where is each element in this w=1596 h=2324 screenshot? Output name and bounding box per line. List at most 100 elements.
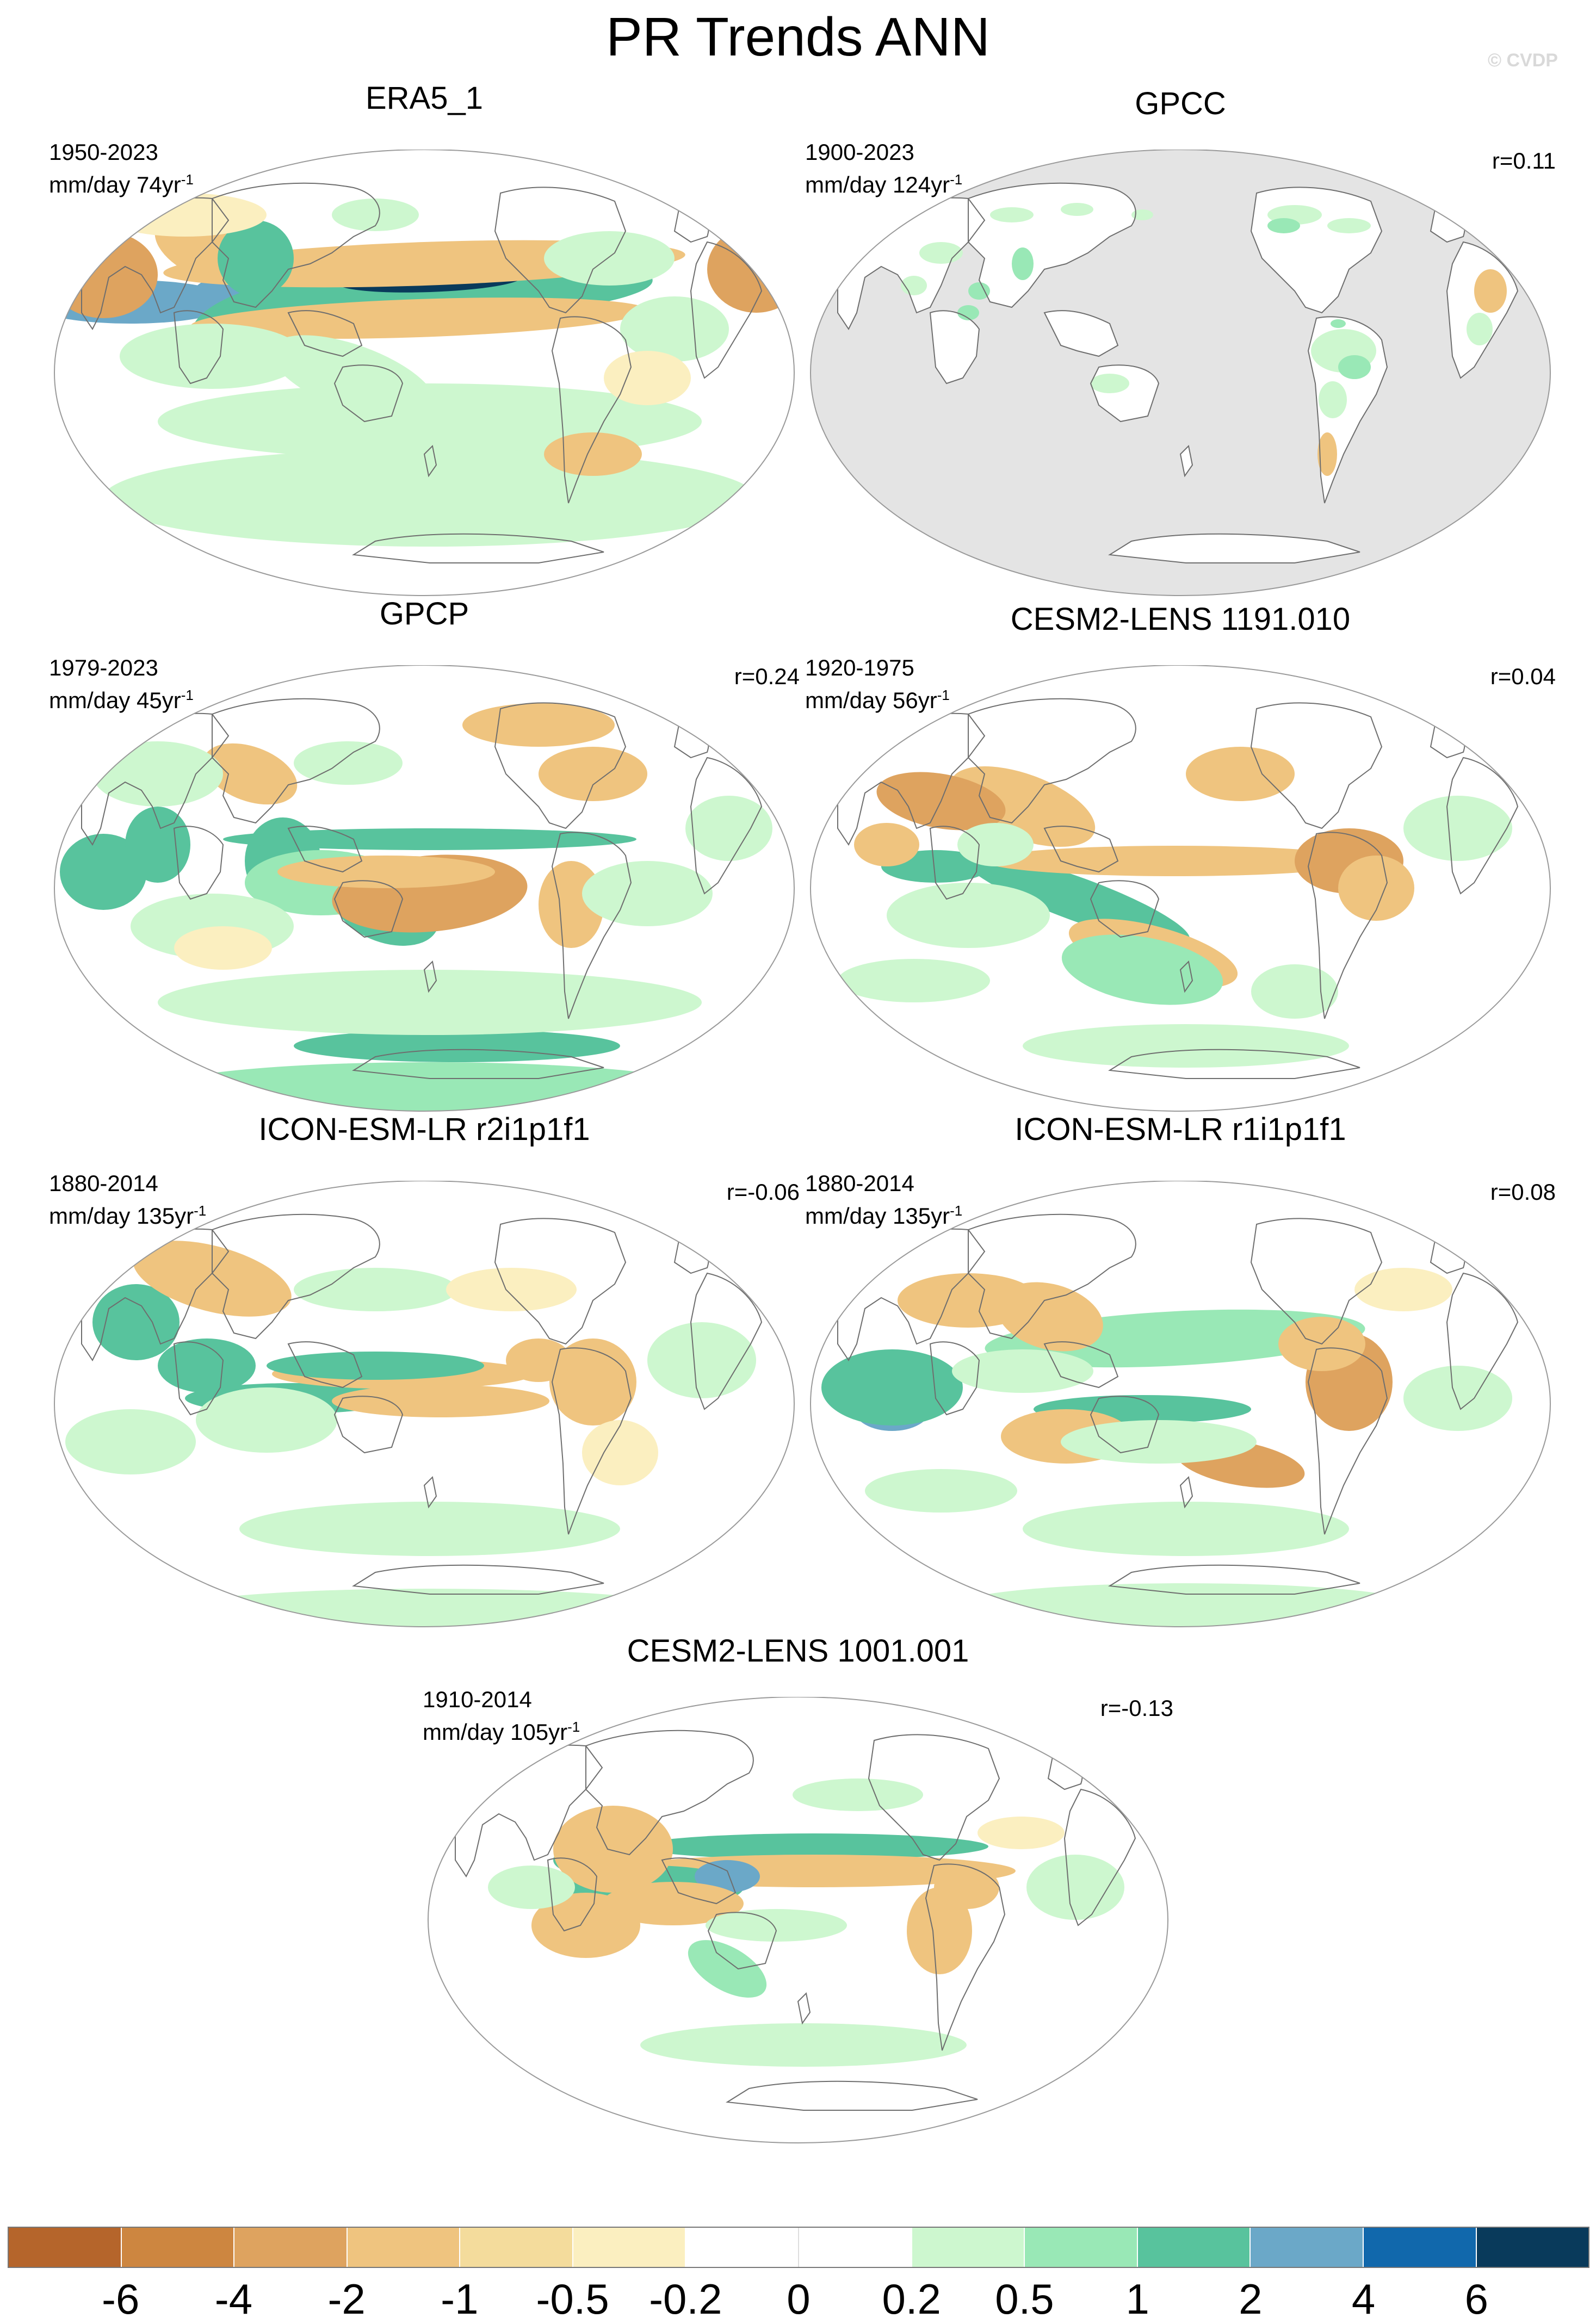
coastline	[661, 1857, 737, 1905]
trend-patch	[1026, 1855, 1124, 1920]
coastline	[333, 880, 404, 938]
coastline	[1446, 241, 1519, 379]
trend-patch	[462, 703, 615, 747]
trend-patch	[92, 1284, 180, 1360]
coastline	[1446, 1272, 1519, 1410]
correlation-value: r=0.04	[1490, 664, 1556, 689]
panel-units: mm/day 135yr-1	[805, 1197, 962, 1230]
map-panel: ERA5_1 1950-2023 mm/day 74yr-1	[49, 80, 800, 596]
coastline	[551, 1347, 632, 1535]
coastline	[333, 364, 404, 423]
panel-meta: 1920-1975 mm/day 56yr-1	[805, 654, 950, 714]
trend-patch	[1012, 247, 1034, 280]
trend-patch	[133, 1241, 292, 1317]
trend-patch	[887, 883, 1050, 948]
panel-units: mm/day 124yr-1	[805, 166, 962, 199]
colorbar-tick-label: 0.5	[995, 2275, 1054, 2323]
coastline	[1250, 1218, 1383, 1345]
colorbar	[8, 2227, 1589, 2268]
map-panel: CESM2-LENS 1001.001 1910-2014 mm/day 105yr…	[423, 1633, 1173, 2143]
coastline	[868, 1734, 1000, 1861]
coastline	[551, 832, 632, 1019]
coastline	[925, 1863, 1006, 2051]
panel-units-exponent: -1	[567, 1719, 580, 1735]
panel-units-exponent: -1	[194, 1203, 207, 1219]
trend-patch	[602, 1882, 744, 1925]
trend-patch	[1338, 355, 1371, 379]
coastlines	[837, 1213, 1519, 1595]
trend-patch	[1061, 934, 1223, 1005]
coastline	[1108, 1564, 1360, 1595]
coastline	[287, 310, 363, 357]
panel-units-exponent: -1	[950, 1203, 963, 1219]
coastline	[287, 1341, 363, 1389]
trend-patch	[990, 207, 1034, 222]
panel-meta: 1880-2014 mm/day 135yr-1	[805, 1170, 962, 1230]
trend-patch	[267, 1352, 484, 1380]
coastline	[423, 1476, 437, 1509]
coastline	[333, 1396, 404, 1454]
trend-patch	[706, 1909, 847, 1942]
trend-patch	[1331, 319, 1346, 328]
trend-patch	[838, 959, 990, 1002]
panel-units: mm/day 56yr-1	[805, 681, 950, 714]
panel-title: CESM2-LENS 1001.001	[627, 1633, 969, 1669]
colorbar-tick-label: 1	[1125, 2275, 1149, 2323]
panel-meta: 1900-2023 mm/day 124yr-1	[805, 139, 962, 199]
trend-patch	[898, 1273, 1039, 1328]
panel-units: mm/day 45yr-1	[49, 681, 194, 714]
coastline	[352, 533, 604, 563]
trend-patch	[919, 242, 963, 264]
trend-patch	[821, 1349, 963, 1426]
trend-patch	[1354, 1268, 1452, 1311]
trend-patch	[1403, 1366, 1512, 1431]
coastline	[352, 1564, 604, 1595]
coastline	[494, 187, 627, 314]
panel-units-text: mm/day 135yr	[805, 1203, 950, 1229]
trend-patch	[332, 1385, 549, 1417]
coastline	[1307, 316, 1388, 504]
coastline	[726, 2080, 978, 2111]
trend-patch	[190, 298, 647, 339]
colorbar-box	[1251, 2228, 1364, 2267]
trend-patch	[294, 1268, 457, 1311]
trend-patch	[158, 1062, 702, 1111]
coastline	[423, 960, 437, 993]
trend-patch	[174, 926, 272, 970]
colorbar-tick-label: 0.2	[882, 2275, 941, 2323]
globe-outline	[428, 1697, 1168, 2143]
trend-patch	[120, 324, 305, 389]
robinson-map	[810, 1181, 1551, 1627]
trend-patch	[854, 823, 919, 866]
trend-patch	[531, 1893, 640, 1958]
trend-patch	[640, 1833, 988, 1860]
panel-period: 1880-2014	[49, 1170, 158, 1196]
trend-patch	[620, 296, 729, 362]
trend-patch	[103, 193, 267, 237]
trend-patch	[158, 1338, 256, 1393]
coastline	[1090, 880, 1160, 938]
colorbar-tick-label: 6	[1464, 2275, 1488, 2323]
panel-period: 1950-2023	[49, 139, 158, 165]
land-fill	[1110, 534, 1360, 563]
trend-patch	[65, 1409, 196, 1474]
panel-units-text: mm/day 135yr	[49, 1203, 194, 1229]
colorbar-box	[1025, 2228, 1138, 2267]
watermark: © CVDP	[1488, 50, 1558, 71]
colorbar-box	[1476, 2228, 1589, 2267]
coastline	[1250, 187, 1383, 314]
coastline	[690, 757, 763, 895]
trend-patch	[218, 220, 294, 296]
trend-patch	[582, 1420, 658, 1485]
panel-units-text: mm/day 74yr	[49, 172, 181, 197]
coastline	[1446, 757, 1519, 895]
trend-patch	[1061, 1420, 1257, 1464]
colorbar-box	[686, 2228, 800, 2267]
coastline	[585, 1730, 754, 1856]
coastline	[287, 826, 363, 873]
robinson-map	[810, 150, 1551, 596]
robinson-map	[810, 665, 1551, 1112]
panel-units-exponent: -1	[181, 171, 194, 188]
coastline	[1179, 444, 1193, 478]
trend-patch	[865, 1469, 1017, 1513]
